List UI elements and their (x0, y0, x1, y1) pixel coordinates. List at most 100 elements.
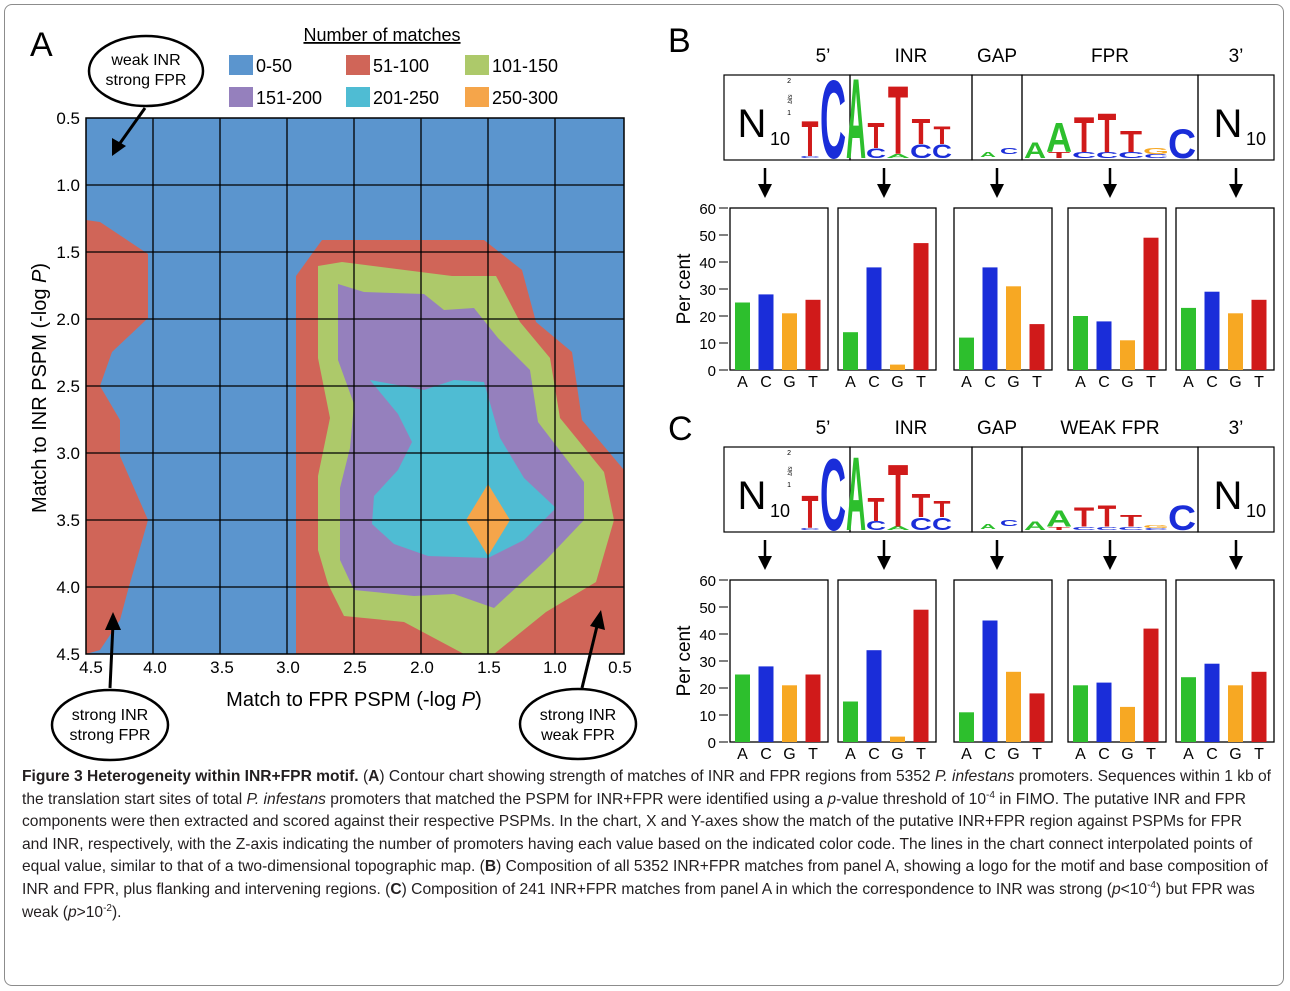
bar-T (1029, 693, 1045, 742)
logo-letter-G: G (1143, 524, 1169, 529)
bar-y-tick: 30 (699, 654, 716, 671)
logo-letter-C: C (1118, 526, 1144, 531)
logo-letter-T: T (1120, 512, 1142, 531)
bar-x-label: T (1032, 374, 1042, 391)
bar-chart-frame (1067, 207, 1167, 371)
logo-letter-T: T (868, 492, 885, 529)
bar-chart-frame (729, 207, 829, 371)
bar-C (1204, 663, 1220, 742)
bar-chart-frame (1175, 207, 1275, 371)
arrow-head (990, 184, 1004, 198)
arrow-head (877, 184, 891, 198)
x-tick: 3.0 (276, 658, 300, 677)
x-tick: 0.5 (608, 658, 632, 677)
bar-x-label: G (1229, 746, 1241, 763)
x-tick: 2.5 (343, 658, 367, 677)
logo-letter-T: T (1098, 101, 1117, 164)
n10-subscript: 10 (1246, 129, 1266, 149)
logo-letter-T: T (888, 447, 908, 546)
bits-axis-label: bits (788, 94, 794, 103)
logo-letter-T: T (934, 121, 951, 149)
region-title: GAP (977, 418, 1017, 439)
y-tick: 3.0 (56, 444, 80, 463)
bar-x-label: T (1254, 746, 1264, 763)
bar-x-label: A (1183, 746, 1194, 763)
region-title: 3’ (1229, 418, 1244, 439)
y-tick: 4.5 (56, 645, 80, 664)
logo-letter-C: C (1144, 153, 1168, 159)
logo-letter-T: T (934, 497, 951, 522)
arrow-head (590, 610, 605, 630)
logo-letter-C: C (1072, 151, 1096, 160)
bar-T (1143, 237, 1159, 370)
bar-x-label: T (808, 374, 818, 391)
bar-C (866, 267, 882, 370)
bar-x-label: C (984, 374, 996, 391)
panel-b-letter: B (668, 22, 691, 60)
bar-x-label: A (961, 746, 972, 763)
bar-x-label: C (760, 746, 772, 763)
bar-y-axis-label: Per cent (674, 625, 695, 696)
bar-G (890, 364, 905, 370)
bar-x-label: G (1007, 374, 1019, 391)
region-title: INR (895, 418, 928, 439)
bar-G (1120, 340, 1135, 370)
logo-letter-A: A (980, 151, 996, 159)
region-title: INR (895, 46, 928, 67)
bar-chart-frame (837, 579, 937, 743)
bar-x-label: C (868, 746, 880, 763)
logo-box (1197, 74, 1275, 161)
bar-x-label: T (1146, 746, 1156, 763)
logo-letter-A: A (1046, 116, 1072, 162)
bar-y-tick: 20 (699, 309, 716, 326)
legend: 0-50 51-100 101-150 151-200 201-250 250-… (229, 55, 558, 108)
legend-title: Number of matches (303, 25, 460, 45)
bar-T (1251, 671, 1267, 742)
bar-x-label: A (1183, 374, 1194, 391)
logo-letter-A: A (1046, 507, 1072, 532)
x-tick: 2.0 (410, 658, 434, 677)
svg-text:strong FPR: strong FPR (70, 727, 151, 744)
region-title: WEAK FPR (1060, 418, 1159, 439)
n10-label: N (738, 102, 767, 146)
arrow-head (758, 184, 772, 198)
bar-x-label: C (1206, 374, 1218, 391)
n10-subscript: 10 (770, 129, 790, 149)
bar-x-label: A (845, 746, 856, 763)
bar-C (1096, 321, 1112, 370)
logo-letter-C: C (1144, 527, 1168, 530)
contour-region-201-250 (370, 380, 556, 558)
bar-x-label: T (808, 746, 818, 763)
bar-x-label: C (1098, 746, 1110, 763)
logo-letter-C: C (1072, 526, 1096, 531)
bar-x-label: C (984, 746, 996, 763)
bar-C (866, 650, 882, 742)
bar-y-tick: 10 (699, 708, 716, 725)
bar-y-tick: 10 (699, 336, 716, 353)
logo-letter-C: C (910, 141, 932, 162)
logo-letter-A: A (846, 437, 866, 553)
arrow-head (1103, 556, 1117, 570)
callout-strong-inr-strong-fpr: strong INR strong FPR (50, 612, 170, 762)
bar-A (959, 712, 974, 742)
logo-letter-A: A (886, 153, 910, 159)
bar-A (1073, 685, 1088, 742)
y-tick: 2.0 (56, 310, 80, 329)
bar-A (959, 337, 974, 370)
y-tick: 4.0 (56, 578, 80, 597)
bar-A (735, 674, 750, 742)
bar-T (1029, 324, 1045, 370)
bar-y-tick: 60 (699, 573, 716, 590)
bar-x-label: G (1229, 374, 1241, 391)
bar-y-tick: 40 (699, 627, 716, 644)
legend-swatch-0-50 (229, 55, 253, 75)
bar-x-label: G (783, 746, 795, 763)
bar-x-label: G (891, 746, 903, 763)
bar-x-label: C (1098, 374, 1110, 391)
arrow-head (112, 138, 126, 156)
contour-border (85, 117, 625, 655)
svg-text:strong INR: strong INR (540, 707, 616, 724)
caption-title: Figure 3 Heterogeneity within INR+FPR mo… (22, 768, 359, 785)
